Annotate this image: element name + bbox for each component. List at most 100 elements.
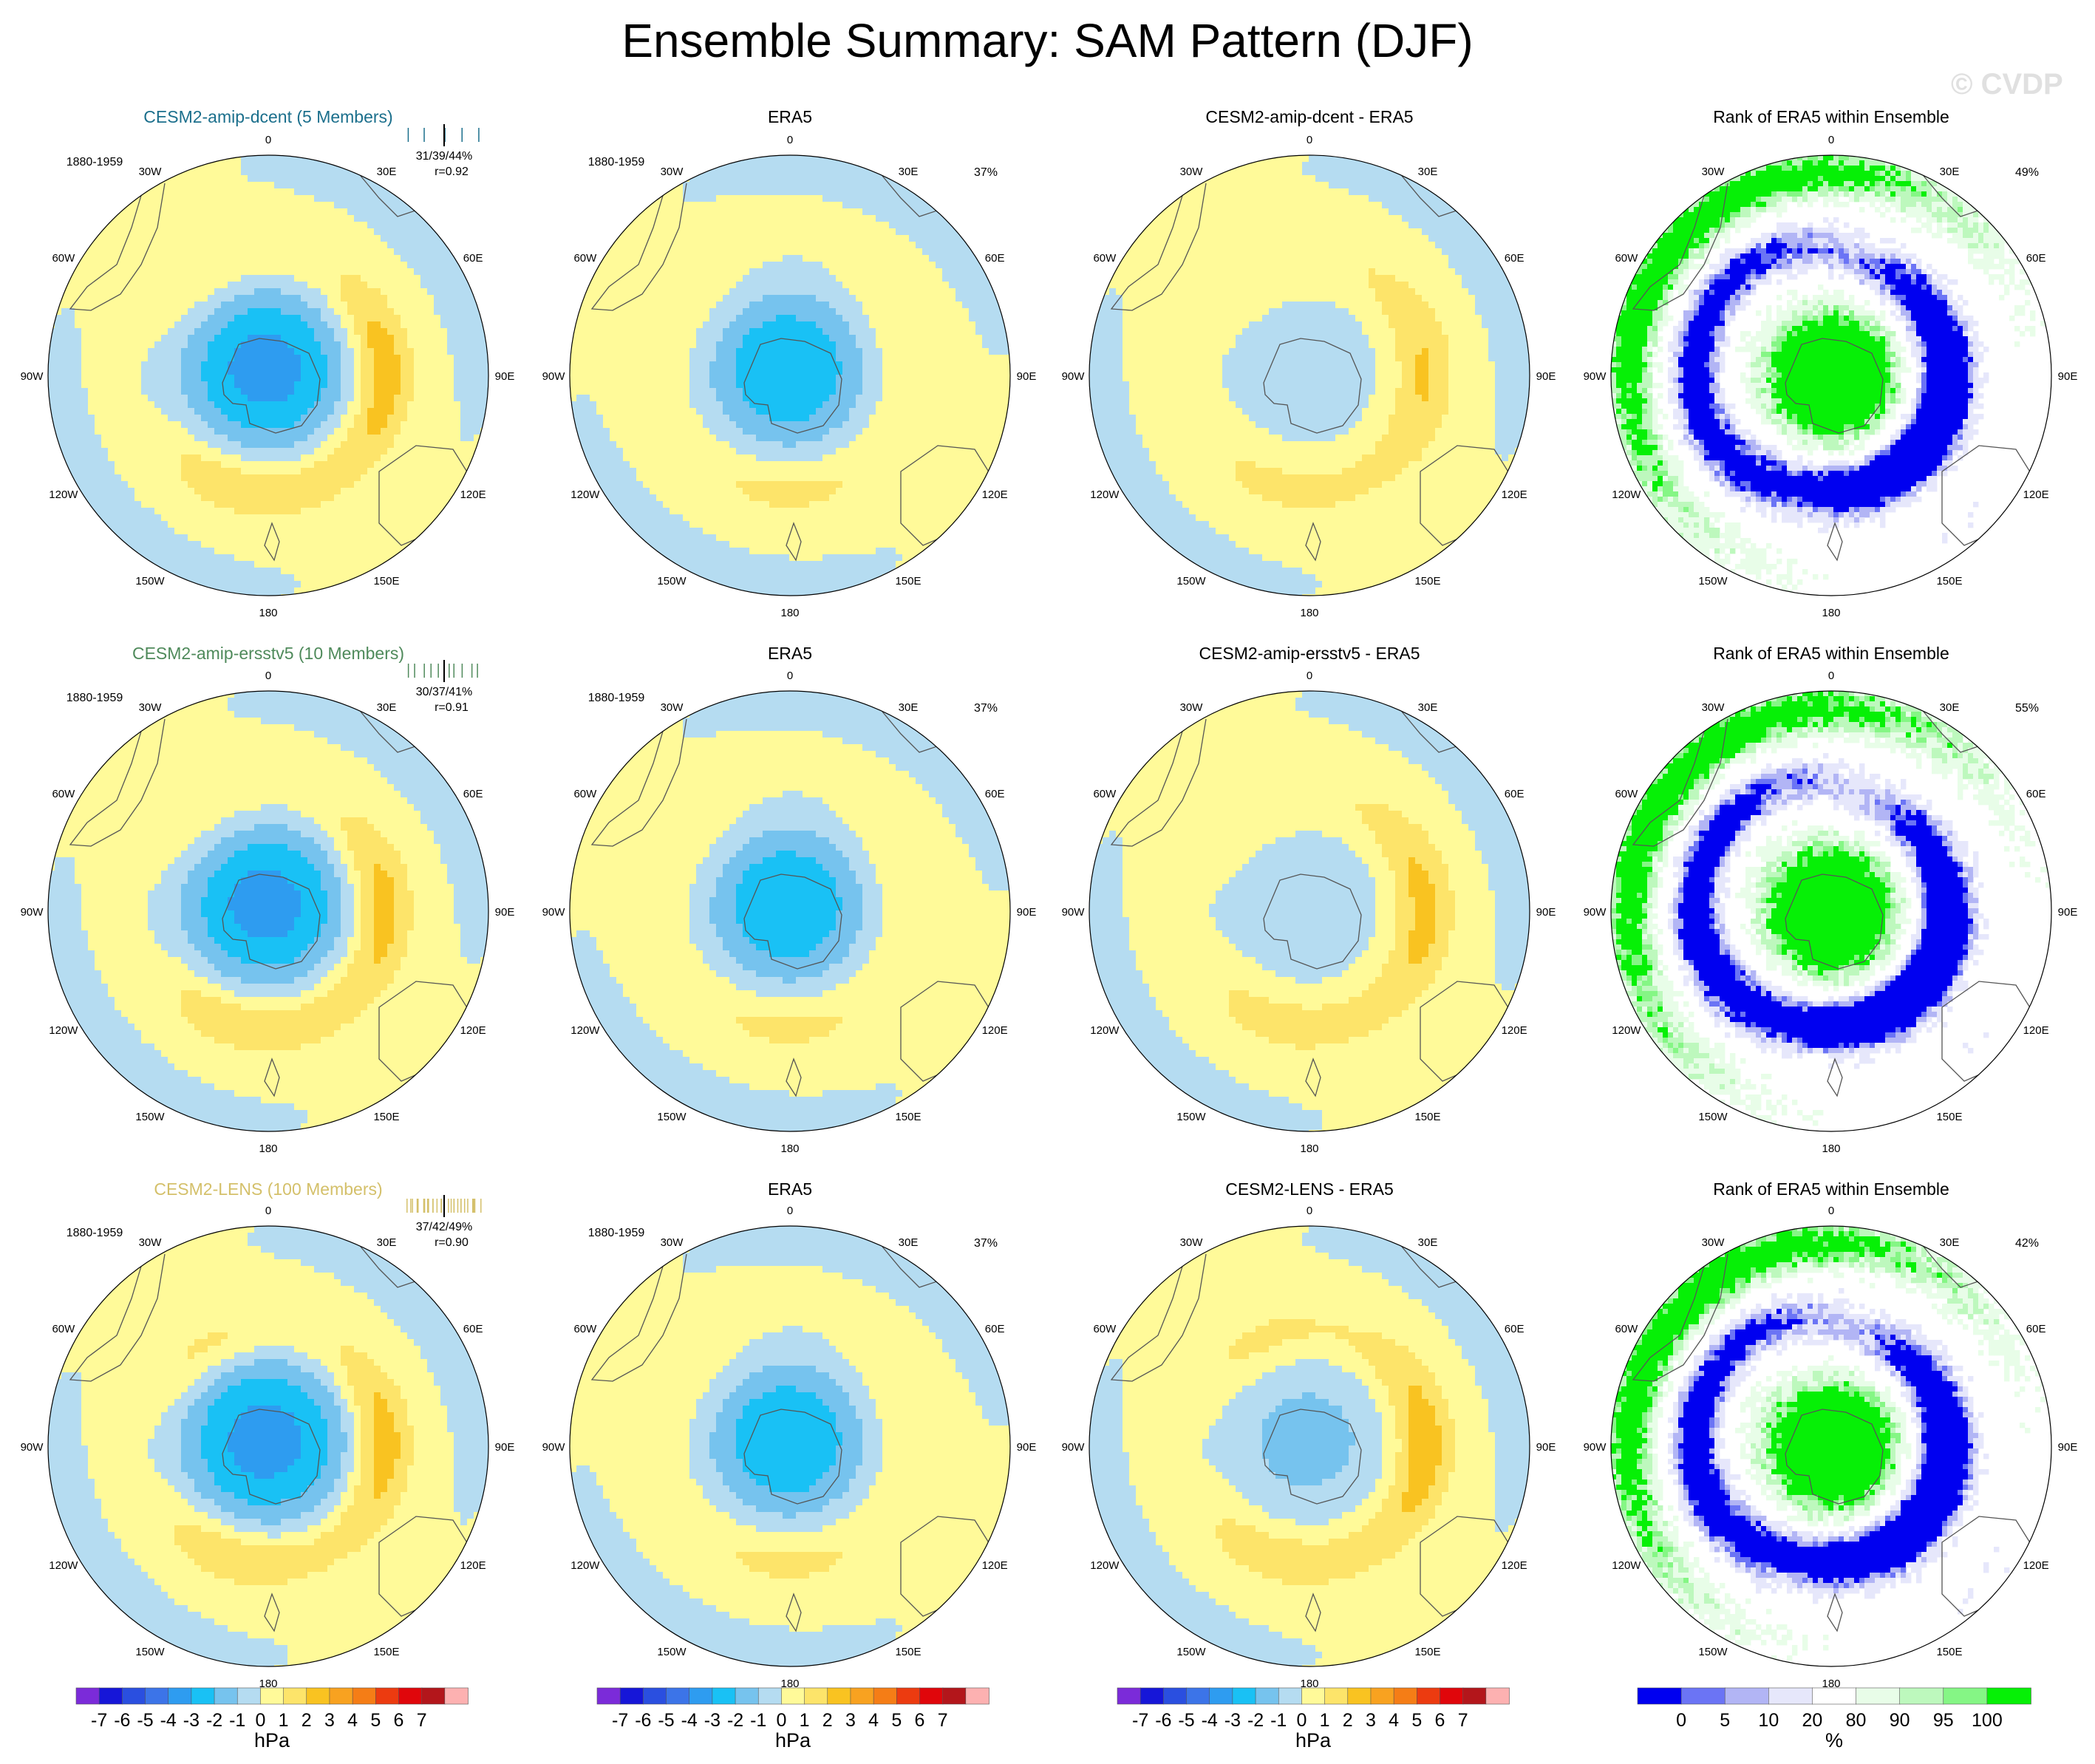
field-cell: [962, 288, 970, 296]
field-cell: [643, 308, 650, 316]
field-cell: [201, 408, 208, 415]
field-cell: [75, 441, 82, 449]
field-cell: [480, 401, 488, 409]
field-cell: [327, 295, 335, 302]
field-cell: [208, 275, 215, 282]
field-cell: [736, 308, 743, 316]
field-cell: [420, 282, 428, 289]
field-cell: [909, 295, 916, 302]
field-cell: [327, 182, 335, 189]
field-cell: [367, 341, 375, 349]
field-cell: [148, 315, 155, 322]
field-cell: [174, 494, 182, 502]
field-cell: [148, 528, 155, 535]
field-cell: [709, 175, 717, 183]
field-cell: [88, 341, 95, 349]
field-cell: [321, 321, 328, 329]
field-cell: [101, 508, 109, 515]
field-cell: [756, 162, 763, 169]
field-cell: [922, 202, 930, 209]
field-cell: [427, 448, 435, 455]
field-cell: [194, 262, 202, 269]
field-cell: [962, 268, 970, 276]
field-cell: [314, 468, 321, 475]
field-cell: [836, 282, 843, 289]
field-cell: [268, 328, 275, 336]
field-cell: [955, 321, 963, 329]
field-cell: [467, 308, 474, 316]
field-cell: [670, 228, 677, 236]
field-cell: [188, 521, 195, 528]
field-cell: [636, 288, 644, 296]
longitude-label: 60W: [52, 252, 75, 265]
field-cell: [361, 395, 368, 402]
field-cell: [341, 228, 348, 236]
field-cell: [763, 255, 770, 262]
field-cell: [188, 302, 195, 309]
field-cell: [228, 381, 235, 389]
field-cell: [876, 275, 883, 282]
field-cell: [440, 421, 448, 429]
field-cell: [261, 508, 268, 515]
field-cell: [261, 415, 268, 422]
field-cell: [261, 275, 268, 282]
field-cell: [876, 188, 883, 196]
field-cell: [354, 494, 361, 502]
field-cell: [81, 255, 89, 262]
field-cell: [341, 381, 348, 389]
field-cell: [161, 242, 168, 249]
field-cell: [683, 255, 690, 262]
field-cell: [842, 295, 850, 302]
field-cell: [407, 514, 415, 522]
field-cell: [201, 208, 208, 216]
field-cell: [367, 302, 375, 309]
field-cell: [161, 215, 168, 222]
field-cell: [274, 302, 282, 309]
field-cell: [783, 175, 790, 183]
field-cell: [341, 548, 348, 555]
field-cell: [68, 388, 75, 395]
field-cell: [763, 175, 770, 183]
field-cell: [115, 355, 122, 362]
field-cell: [234, 162, 242, 169]
field-cell: [816, 302, 823, 309]
field-cell: [228, 361, 235, 369]
field-cell: [234, 235, 242, 242]
field-cell: [241, 235, 248, 242]
field-cell: [447, 381, 454, 389]
field-cell: [108, 355, 115, 362]
field-cell: [301, 355, 308, 362]
field-cell: [434, 514, 441, 522]
field-cell: [234, 195, 242, 202]
field-cell: [301, 448, 308, 455]
field-cell: [108, 222, 115, 229]
field-cell: [882, 275, 890, 282]
field-cell: [287, 188, 295, 196]
field-cell: [796, 255, 803, 262]
field-cell: [776, 235, 783, 242]
field-cell: [656, 242, 664, 249]
field-cell: [354, 448, 361, 455]
field-cell: [188, 528, 195, 535]
field-cell: [447, 335, 454, 342]
field-cell: [128, 361, 135, 369]
field-cell: [434, 388, 441, 395]
field-cell: [75, 268, 82, 276]
field-cell: [281, 242, 288, 249]
field-cell: [401, 521, 408, 528]
field-cell: [221, 268, 228, 276]
field-cell: [434, 348, 441, 355]
field-cell: [287, 355, 295, 362]
field-cell: [936, 228, 943, 236]
field-cell: [756, 155, 763, 163]
field-cell: [936, 288, 943, 296]
field-cell: [374, 561, 381, 568]
field-cell: [729, 308, 737, 316]
field-cell: [108, 302, 115, 309]
field-cell: [214, 361, 222, 369]
field-cell: [201, 401, 208, 409]
field-cell: [876, 288, 883, 296]
field-cell: [610, 302, 617, 309]
field-cell: [221, 541, 228, 548]
field-cell: [294, 248, 302, 256]
